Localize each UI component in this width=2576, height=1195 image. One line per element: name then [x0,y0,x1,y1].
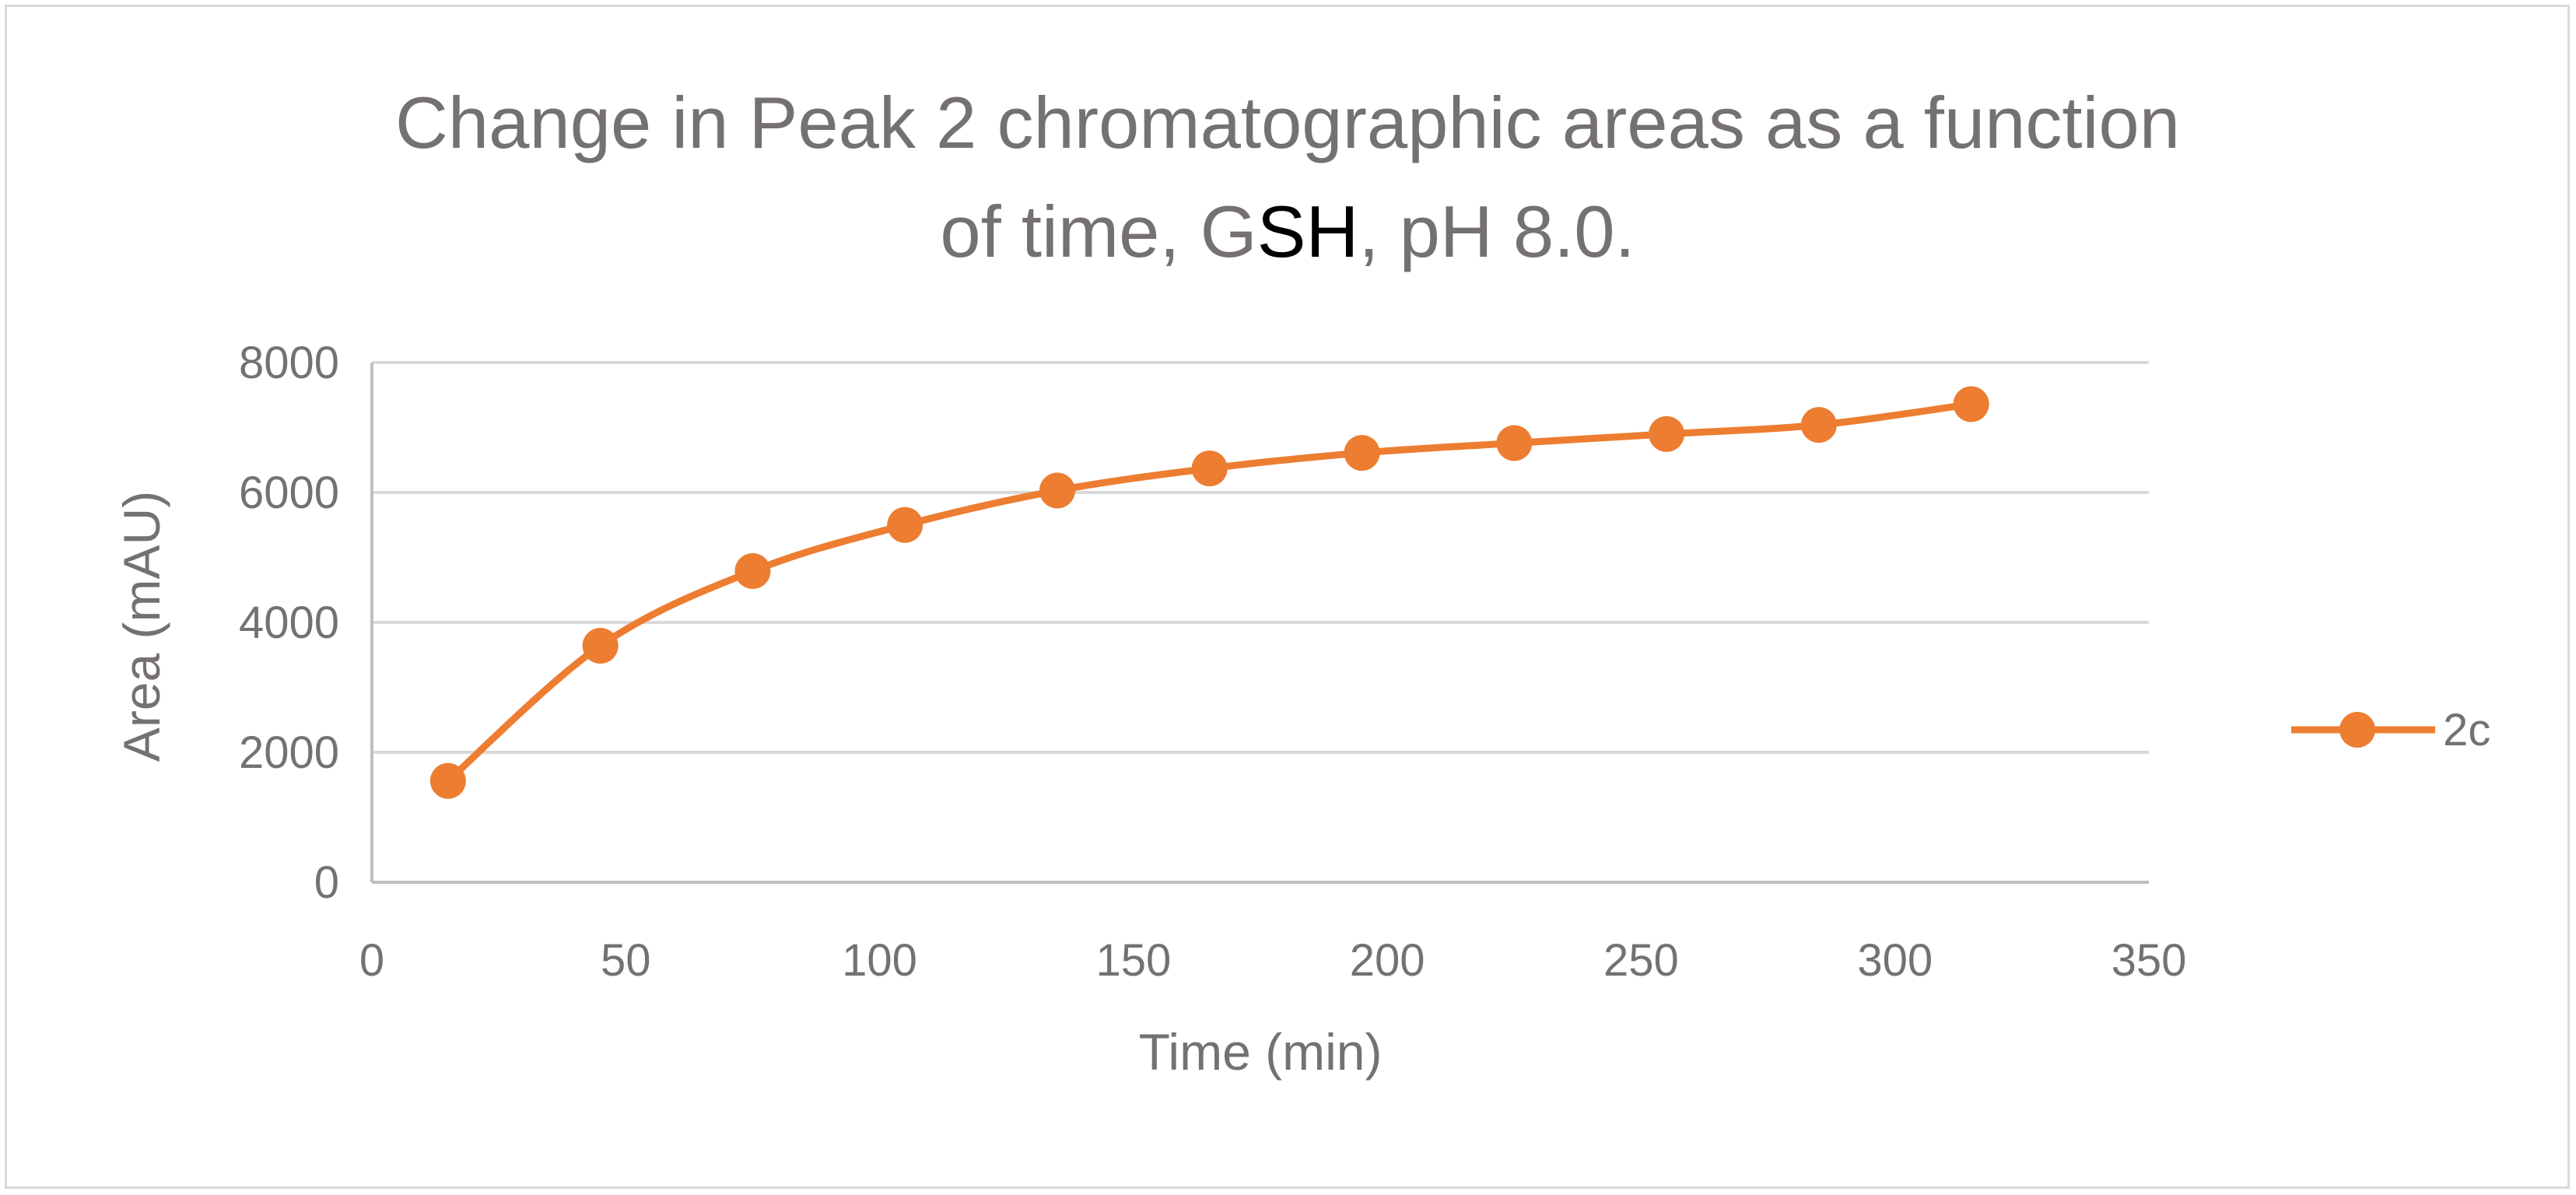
x-tick-label-100: 100 [842,935,917,986]
axes [370,363,2149,884]
legend-series-label: 2c [2443,705,2490,755]
x-axis-tick-labels: 0 50 100 150 200 250 300 350 [359,935,2187,986]
x-tick-label-250: 250 [1603,935,1679,986]
y-tick-label-4000: 4000 [239,598,339,648]
chart-title-line-2-start: of time, G [940,191,1256,272]
y-tick-label-0: 0 [314,857,339,908]
chart-title-line-2-accent: SH [1257,191,1359,272]
chart-title-line-1: Change in Peak 2 chromatographic areas a… [395,82,2180,163]
legend: 2c [2291,705,2490,755]
chart-title-line-2: of time, GSH, pH 8.0. [940,191,1635,272]
chart-title-line-2-end: , pH 8.0. [1358,191,1635,272]
data-point-2c-105 [887,506,924,543]
x-tick-label-300: 300 [1857,935,1933,986]
legend-series-marker [2339,712,2375,748]
y-tick-label-2000: 2000 [239,727,339,778]
x-tick-label-150: 150 [1095,935,1171,986]
data-point-2c-45 [582,628,619,664]
data-point-2c-315 [1953,386,1989,422]
y-axis-title: Area (mAU) [113,491,170,762]
series-layer [429,386,1989,799]
x-tick-label-0: 0 [359,935,384,986]
chart-frame [5,5,2570,1189]
x-tick-label-50: 50 [601,935,651,986]
x-tick-label-200: 200 [1350,935,1425,986]
gridlines [372,361,2149,754]
data-point-2c-165 [1191,450,1228,487]
data-point-2c-135 [1039,472,1075,509]
data-point-2c-285 [1800,407,1837,443]
x-axis-title: Time (min) [1139,1023,1383,1081]
y-axis-tick-labels: 0 2000 4000 6000 8000 [239,338,339,908]
y-tick-label-8000: 8000 [239,338,339,388]
data-point-2c-255 [1649,415,1685,452]
data-point-2c-75 [734,553,771,590]
y-tick-label-6000: 6000 [239,468,339,518]
data-point-2c-15 [429,762,466,799]
data-point-2c-225 [1496,425,1533,461]
data-point-2c-195 [1344,435,1380,471]
x-tick-label-350: 350 [2112,935,2187,986]
